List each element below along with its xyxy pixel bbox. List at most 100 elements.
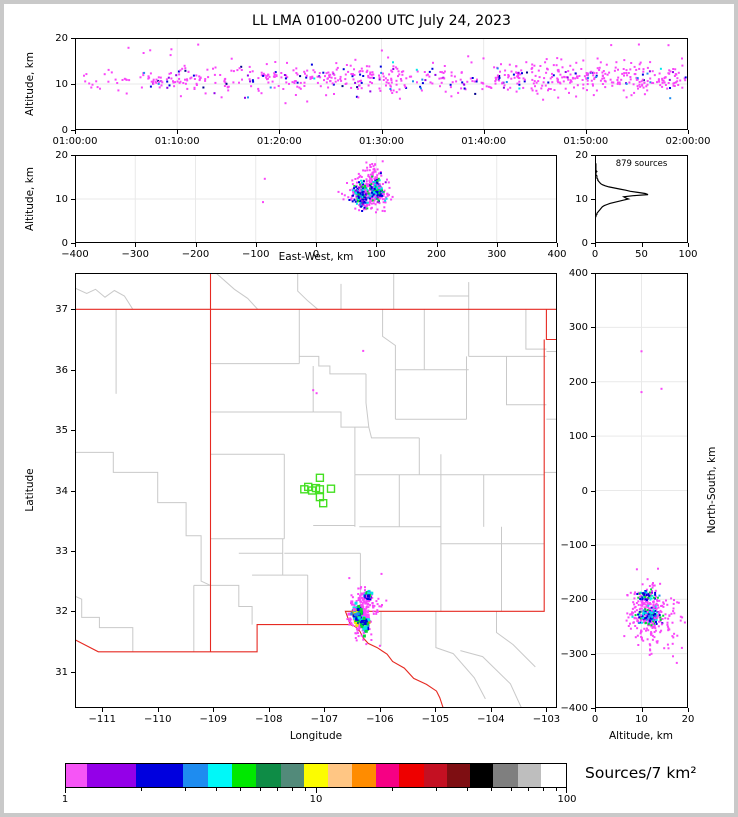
colorbar-segment: [375, 764, 400, 787]
colorbar-tick-label: 10: [309, 794, 323, 805]
panel-time: [75, 38, 688, 130]
colorbar-minor-tick: [304, 788, 306, 791]
sources-count-annotation: 879 sources: [615, 159, 668, 169]
x-tick-label: 01:20:00: [256, 136, 302, 147]
x-tick: [688, 130, 689, 134]
panel-map: [75, 273, 557, 708]
x-tick: [135, 243, 137, 247]
x-tick: [316, 243, 317, 247]
x-tick: [268, 708, 270, 712]
y-tick-label: −300: [560, 648, 588, 660]
colorbar-minor-tick: [184, 788, 186, 791]
x-tick-label: 10: [635, 714, 648, 725]
colorbar-minor-tick: [528, 788, 530, 791]
x-tick: [557, 243, 558, 247]
colorbar-segment: [469, 764, 494, 787]
y-tick-label: 0: [581, 485, 588, 497]
colorbar-tick: [566, 788, 567, 793]
x-tick-label: 02:00:00: [665, 136, 711, 147]
y-tick: [71, 550, 75, 552]
x-tick: [255, 243, 257, 247]
x-tick-label: −109: [199, 714, 227, 725]
x-tick: [279, 130, 281, 134]
y-tick: [71, 243, 75, 244]
x-tick-label: −108: [255, 714, 283, 725]
y-tick-label: 400: [568, 268, 588, 279]
y-tick: [591, 599, 595, 601]
colorbar-label: Sources/7 km²: [585, 764, 697, 782]
x-tick: [641, 708, 643, 712]
ylabel-north-south: North-South, km: [706, 446, 718, 534]
y-tick: [591, 243, 595, 244]
x-tick: [490, 708, 492, 712]
x-tick-label: −106: [366, 714, 394, 725]
y-tick: [591, 708, 595, 709]
x-tick-label: −100: [242, 249, 270, 260]
x-tick-label: 50: [635, 249, 648, 260]
panel-hist: [595, 155, 688, 243]
x-tick-label: 200: [426, 249, 447, 260]
x-tick: [381, 130, 383, 134]
x-tick-label: −111: [88, 714, 116, 725]
colorbar-minor-tick: [555, 788, 557, 791]
colorbar-segment: [183, 764, 208, 787]
y-tick-label: 20: [55, 33, 68, 44]
x-tick-label: 100: [678, 249, 698, 260]
colorbar-segment: [207, 764, 232, 787]
colorbar-segment: [352, 764, 376, 787]
y-tick: [591, 544, 595, 546]
y-tick-label: −400: [560, 703, 588, 714]
x-tick: [483, 130, 485, 134]
y-tick-label: −200: [560, 594, 588, 606]
y-tick: [71, 155, 75, 156]
x-tick-label: 0: [591, 714, 599, 725]
colorbar-minor-tick: [391, 788, 393, 791]
colorbar-tick-label: 1: [61, 794, 69, 805]
colorbar-segment: [87, 764, 136, 787]
y-tick-label: 10: [55, 194, 68, 205]
y-tick: [71, 430, 75, 432]
x-tick: [546, 708, 548, 712]
panel-ns: [595, 273, 688, 708]
colorbar-minor-tick: [467, 788, 469, 791]
xlabel-altitude-ns-panel: Altitude, km: [608, 730, 674, 742]
x-tick: [436, 243, 438, 247]
y-tick: [71, 369, 75, 371]
y-tick: [591, 273, 595, 274]
y-tick: [71, 199, 75, 200]
x-tick-label: −300: [121, 249, 149, 260]
colorbar-segment: [66, 764, 88, 787]
colorbar-segment: [328, 764, 353, 787]
colorbar-tick-label: 100: [557, 794, 577, 805]
xlabel-longitude: Longitude: [289, 730, 343, 742]
y-tick-label: 200: [568, 376, 588, 388]
colorbar: [65, 763, 567, 788]
chart-title: LL LMA 0100-0200 UTC July 24, 2023: [252, 13, 511, 29]
y-tick: [591, 436, 595, 438]
y-tick: [71, 38, 75, 39]
x-tick: [496, 243, 498, 247]
y-tick: [71, 611, 75, 613]
x-tick-label: −110: [144, 714, 172, 725]
colorbar-minor-tick: [216, 788, 218, 791]
x-tick-label: 0: [591, 249, 599, 260]
x-tick-label: 01:30:00: [359, 136, 404, 147]
colorbar-segment: [280, 764, 304, 787]
x-tick-label: 20: [681, 714, 695, 725]
colorbar-minor-tick: [291, 788, 293, 791]
y-tick-label: 10: [575, 194, 588, 205]
x-tick: [324, 708, 326, 712]
x-tick: [688, 708, 689, 712]
x-tick: [379, 708, 381, 712]
colorbar-minor-tick: [277, 788, 279, 791]
y-tick: [591, 327, 595, 329]
x-tick-label: −103: [532, 714, 561, 725]
x-tick-label: 01:50:00: [563, 136, 609, 147]
y-tick-label: 31: [55, 666, 68, 678]
x-tick-label: 01:00:00: [52, 136, 98, 147]
x-tick-label: −400: [61, 249, 89, 260]
x-tick-label: 100: [366, 249, 386, 260]
y-tick: [591, 653, 595, 655]
colorbar-minor-tick: [435, 788, 437, 791]
